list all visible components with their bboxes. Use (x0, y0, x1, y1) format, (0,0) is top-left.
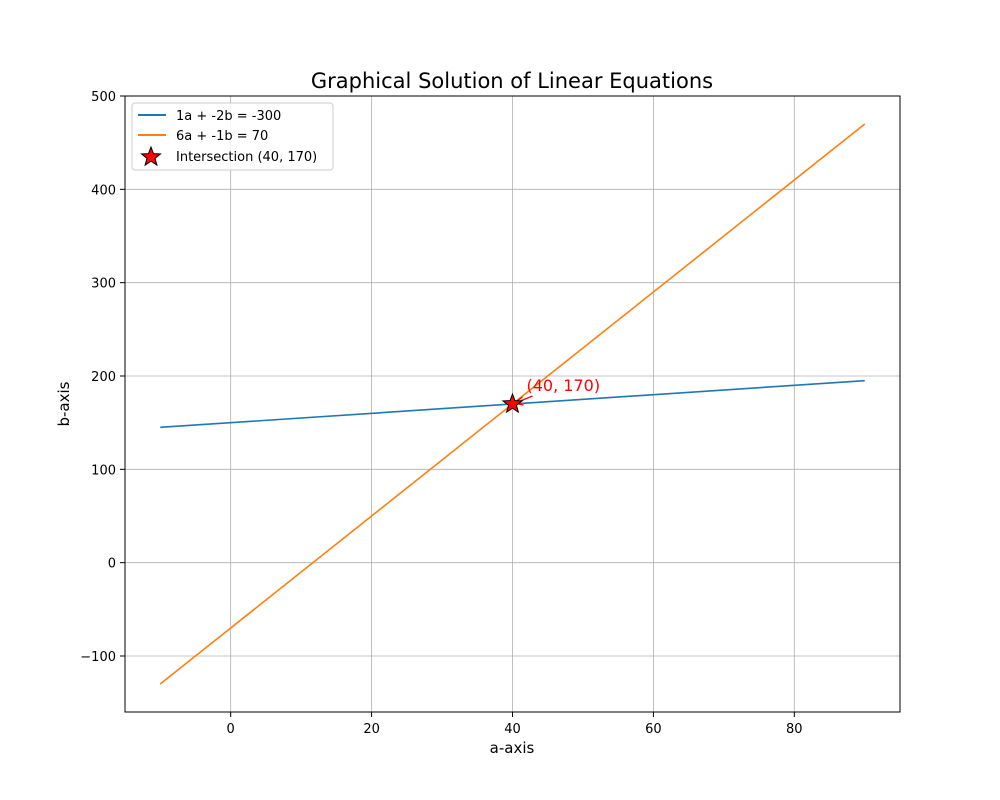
x-tick-label: 40 (504, 722, 521, 737)
x-tick-label: 0 (227, 722, 235, 737)
intersection-star-icon (501, 392, 524, 414)
x-tick-label: 20 (363, 722, 380, 737)
legend: 1a + -2b = -300 6a + -1b = 70 Intersecti… (131, 102, 334, 171)
y-axis-title: b-axis (55, 381, 73, 426)
legend-star-icon (140, 145, 162, 167)
x-axis-title: a-axis (490, 739, 535, 757)
legend-label-series-2: 6a + -1b = 70 (176, 129, 268, 144)
y-tick-label: 300 (91, 277, 116, 292)
marker-layer: (40, 170) (501, 376, 601, 414)
legend-label-intersection: Intersection (40, 170) (176, 150, 317, 165)
legend-box (131, 102, 334, 171)
annotation-label: (40, 170) (527, 376, 601, 395)
legend-label-series-1: 1a + -2b = -300 (176, 109, 281, 124)
chart-title: Graphical Solution of Linear Equations (311, 69, 713, 93)
y-tick-label: 500 (91, 90, 116, 105)
x-tick-label: 80 (786, 722, 803, 737)
y-tick-label: −100 (80, 650, 116, 665)
y-tick-label: 0 (108, 557, 116, 572)
ticks: 0 20 40 60 80 −100 0 100 200 300 400 500 (80, 90, 802, 737)
x-tick-label: 60 (645, 722, 662, 737)
y-tick-label: 100 (91, 463, 116, 478)
y-tick-label: 400 (91, 183, 116, 198)
y-tick-label: 200 (91, 370, 116, 385)
